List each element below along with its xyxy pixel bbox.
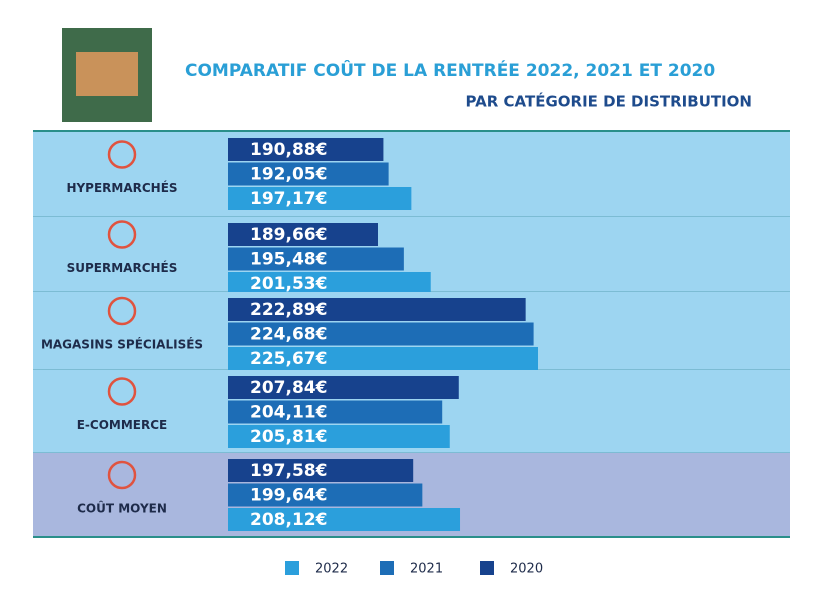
bar bbox=[228, 459, 414, 482]
category-label: MAGASINS SPÉCIALISÉS bbox=[41, 337, 203, 352]
value-label: 192,05€ bbox=[250, 165, 327, 185]
bar bbox=[228, 247, 404, 271]
value-label: 207,84€ bbox=[250, 378, 327, 398]
bar bbox=[228, 272, 431, 295]
category-icon bbox=[107, 377, 137, 406]
category-label: SUPERMARCHÉS bbox=[67, 260, 178, 275]
category-icon bbox=[107, 460, 137, 490]
category-label: E-COMMERCE bbox=[77, 418, 168, 432]
bar bbox=[228, 138, 384, 161]
legend-swatch bbox=[480, 561, 494, 575]
legend-swatch bbox=[380, 561, 394, 575]
chart-subtitle: PAR CATÉGORIE DE DISTRIBUTION bbox=[466, 92, 752, 111]
category-icon bbox=[107, 140, 137, 169]
legend-swatch bbox=[285, 561, 299, 575]
value-label: 190,88€ bbox=[250, 140, 327, 160]
value-label: 201,53€ bbox=[250, 274, 327, 294]
chart-title: COMPARATIF COÛT DE LA RENTRÉE 2022, 2021… bbox=[185, 59, 715, 81]
legend-label: 2022 bbox=[315, 562, 348, 577]
value-label: 225,67€ bbox=[250, 349, 327, 369]
bar bbox=[228, 425, 450, 448]
category-icon bbox=[107, 220, 137, 249]
bar bbox=[228, 322, 534, 346]
value-label: 224,68€ bbox=[250, 325, 327, 345]
bar bbox=[228, 508, 461, 531]
value-label: 199,64€ bbox=[250, 486, 327, 506]
value-label: 222,89€ bbox=[250, 300, 327, 320]
category-label: COÛT MOYEN bbox=[77, 501, 167, 516]
logo-board bbox=[76, 52, 138, 96]
bar bbox=[228, 187, 412, 210]
category-icon bbox=[107, 296, 137, 326]
bar bbox=[228, 400, 443, 424]
row-band bbox=[33, 132, 790, 217]
value-label: 205,81€ bbox=[250, 427, 327, 447]
bar bbox=[228, 162, 389, 186]
bar bbox=[228, 376, 459, 399]
value-label: 197,58€ bbox=[250, 461, 327, 481]
legend-label: 2021 bbox=[410, 562, 443, 577]
value-label: 204,11€ bbox=[250, 403, 327, 423]
legend-label: 2020 bbox=[510, 562, 543, 577]
plot: HYPERMARCHÉS 197,17€ 192,05€ 190,88€ SUPERMA… bbox=[33, 132, 790, 577]
value-label: 189,66€ bbox=[250, 225, 327, 245]
bar bbox=[228, 347, 538, 370]
bar bbox=[228, 223, 378, 246]
bar bbox=[228, 298, 526, 321]
bar bbox=[228, 483, 423, 507]
value-label: 208,12€ bbox=[250, 510, 327, 530]
category-label: HYPERMARCHÉS bbox=[66, 180, 177, 195]
value-label: 197,17€ bbox=[250, 189, 327, 209]
value-label: 195,48€ bbox=[250, 250, 327, 270]
